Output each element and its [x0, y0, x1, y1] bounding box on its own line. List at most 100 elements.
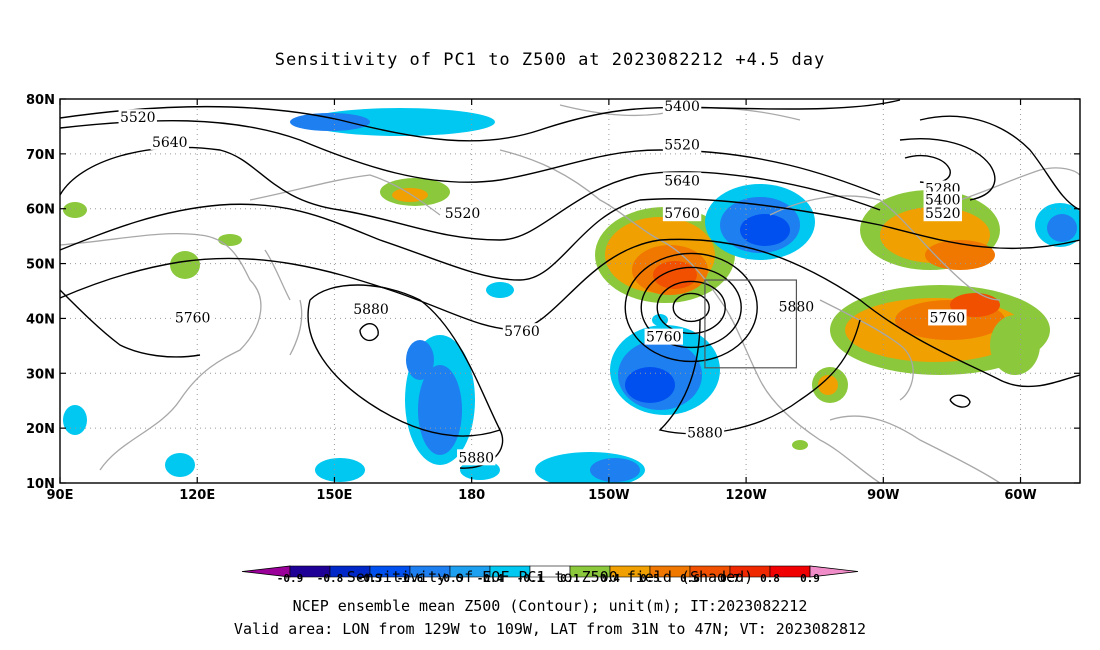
valid-area-box — [704, 279, 798, 369]
contour-line — [60, 198, 1080, 281]
lat-lon-grid — [60, 99, 1080, 483]
contour-ring — [672, 292, 710, 323]
colorbar-label: -0.1 — [517, 572, 544, 585]
contour-label-bg — [173, 309, 212, 326]
shade-patch — [218, 234, 242, 246]
colorbar-label: 0.7 — [720, 572, 740, 585]
colorbar: -0.9 -0.8 -0.7 -0.6 -0.5 -0.4 -0.1 0.1 0.4 0.5 0.6… — [241, 565, 859, 585]
contour-label-bg — [685, 424, 725, 441]
contour-line — [307, 299, 501, 437]
contour-ring — [640, 266, 742, 349]
colorbar-label: -0.7 — [357, 572, 384, 585]
colorbar-label: -0.5 — [437, 572, 464, 585]
shade-patch — [418, 365, 462, 455]
contour-line — [309, 284, 504, 469]
shade-patch — [392, 188, 428, 202]
shade-patch — [1047, 214, 1077, 242]
lon-tick-label: 60W — [1004, 488, 1036, 503]
lat-tick-label: 80N — [26, 93, 55, 108]
contour-label-bg — [662, 172, 702, 189]
contour-label-bg — [662, 205, 702, 222]
contour-label-bg — [644, 328, 683, 345]
coastline — [60, 233, 262, 471]
contour-label-bg — [502, 323, 542, 340]
lat-tick-label: 50N — [26, 258, 55, 273]
contour-label-bg — [457, 449, 496, 466]
shade-patch — [170, 251, 200, 279]
axis-ticks: 90E 120E 150E 180 150W 120W 90W 60W 80N 70N 60N 50N… — [26, 93, 1080, 503]
contour-label: 5880 — [458, 450, 494, 466]
shade-patch — [290, 113, 370, 131]
lat-tick-label: 70N — [26, 148, 55, 163]
colorbar-label: -0.9 — [277, 572, 304, 585]
coastline — [249, 174, 441, 216]
coastline — [829, 415, 1001, 483]
contour-label: 5520 — [925, 206, 961, 222]
shade-patch — [792, 440, 808, 450]
contour-label-bg — [923, 191, 962, 208]
lon-tick-label: 120W — [725, 488, 766, 503]
lon-tick-label: 150W — [588, 488, 629, 503]
contour-labels: 5520564054005520564057605520588057605760… — [118, 98, 967, 466]
contour-label-bg — [443, 205, 482, 222]
shade-patch — [406, 340, 434, 380]
colorbar-title: Sensitivity of EOF PC1 to Z500 field (Sh… — [346, 568, 754, 586]
colorbar-max-arrow — [809, 565, 859, 578]
coastline — [264, 249, 303, 356]
contour-line — [949, 394, 971, 408]
coastline — [819, 299, 914, 401]
colorbar-label: -0.4 — [477, 572, 504, 585]
contour-line — [60, 238, 1080, 388]
shade-patch — [990, 315, 1040, 375]
colorbar-label: 0.5 — [640, 572, 660, 585]
lon-tick-label: 90E — [47, 488, 74, 503]
coastline — [959, 167, 1080, 201]
contour-label: 5640 — [664, 173, 700, 189]
lon-tick-label: 180 — [458, 488, 485, 503]
contour-line — [60, 99, 901, 142]
lon-tick-label: 90W — [867, 488, 899, 503]
contour-label: 5520 — [664, 138, 700, 154]
colorbar-label: 0.4 — [600, 572, 620, 585]
contour-label: 5760 — [504, 324, 540, 340]
colorbar-label: 0.8 — [760, 572, 780, 585]
contour-line — [60, 146, 881, 241]
shade-patch — [63, 202, 87, 218]
contour-label-bg — [923, 205, 962, 222]
contour-label: 5400 — [925, 192, 961, 208]
shade-patch — [818, 375, 838, 395]
colorbar-label: 0.9 — [800, 572, 820, 585]
lat-tick-label: 30N — [26, 367, 55, 382]
contour-line — [658, 319, 861, 435]
contour-label: 5400 — [664, 99, 700, 115]
contour-ring — [624, 252, 758, 363]
contour-label: 5760 — [646, 330, 682, 346]
contour-line — [359, 322, 379, 342]
coastlines — [60, 104, 1080, 483]
contour-label-bg — [351, 301, 391, 318]
sensitivity-shading — [63, 108, 1080, 483]
shade-patch — [740, 214, 790, 246]
footer-line-2: Valid area: LON from 129W to 109W, LAT f… — [233, 620, 867, 638]
contour-label-bg — [118, 109, 157, 126]
shade-patch — [590, 458, 640, 482]
lat-tick-label: 40N — [26, 312, 55, 327]
contour-line — [60, 289, 201, 358]
contour-label: 5640 — [152, 135, 188, 151]
colorbar-label: -0.8 — [317, 572, 344, 585]
contour-label: 5880 — [687, 426, 723, 442]
coastline — [499, 149, 881, 483]
contour-label-bg — [150, 133, 189, 150]
contour-line — [899, 138, 996, 201]
lat-tick-label: 60N — [26, 203, 55, 218]
contour-label: 5880 — [353, 302, 389, 318]
lat-tick-label: 20N — [26, 422, 55, 437]
z500-contours — [60, 99, 1080, 469]
contour-label-bg — [662, 98, 702, 115]
contour-label-bg — [662, 136, 702, 153]
contour-label: 5760 — [175, 310, 211, 326]
contour-line — [60, 119, 881, 196]
figure-title: Sensitivity of PC1 to Z500 at 2023082212… — [274, 50, 826, 70]
plot-frame — [59, 98, 1081, 484]
